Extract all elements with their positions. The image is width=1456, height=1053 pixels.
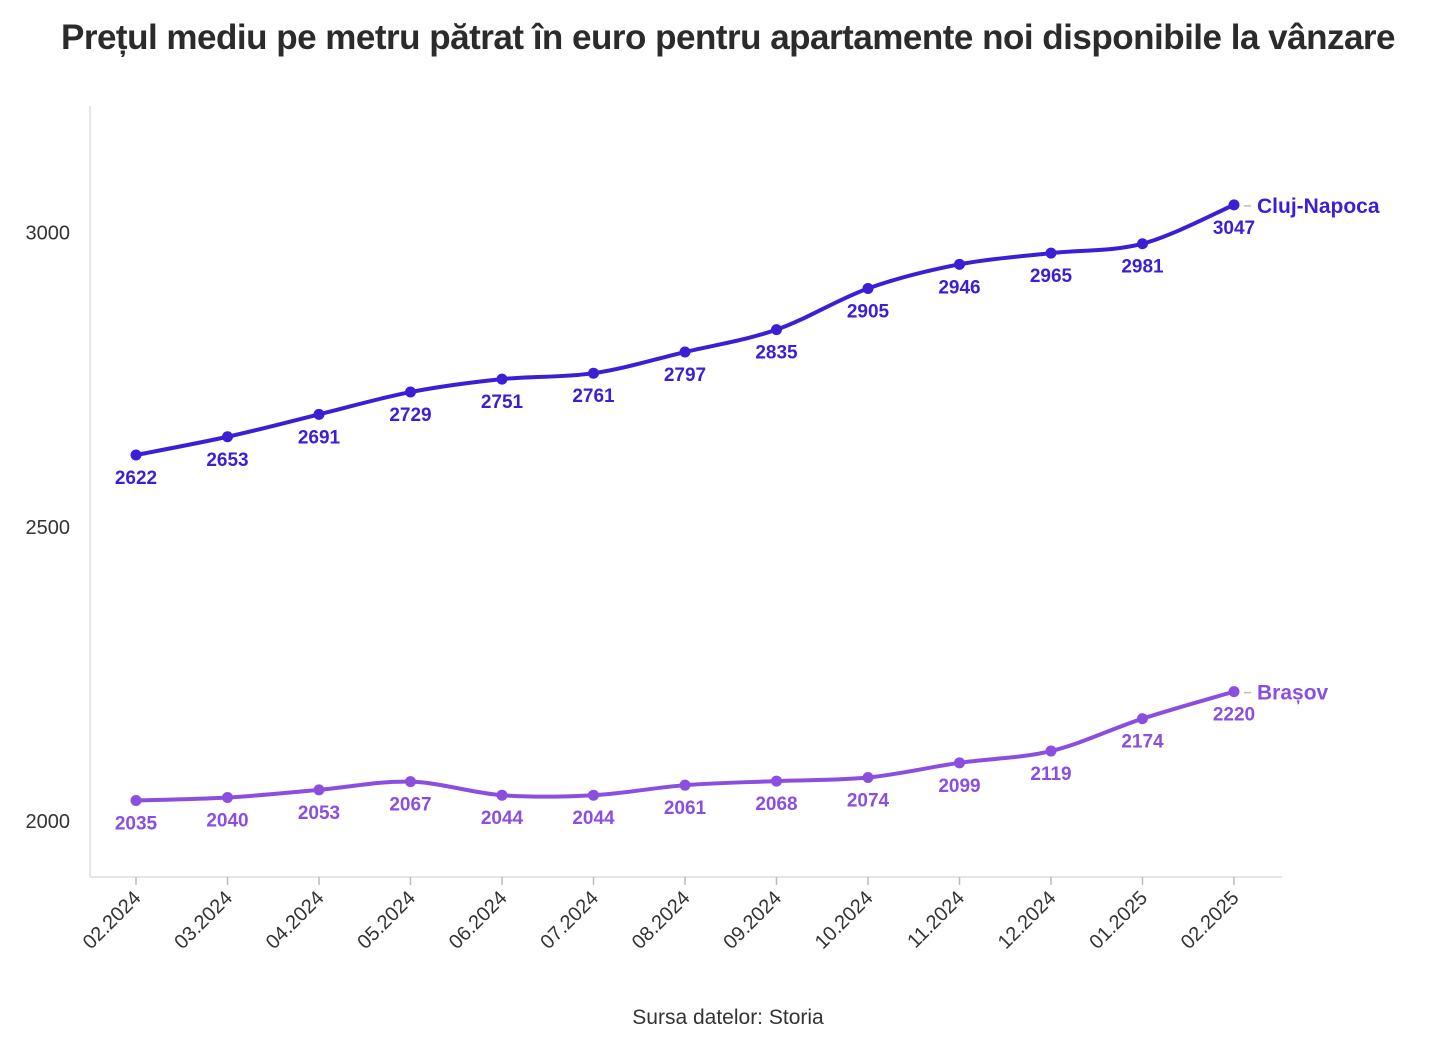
y-tick-label: 2500 bbox=[26, 517, 71, 539]
data-point bbox=[954, 757, 965, 769]
data-label: 2946 bbox=[938, 277, 980, 298]
series-name-label: Cluj-Napoca bbox=[1257, 195, 1380, 218]
x-ticks: 02.2024 03.2024 04.2024 05.2024 06.2024 07.20… bbox=[79, 877, 1244, 954]
data-label: 2040 bbox=[206, 811, 248, 832]
x-tick-label: 05.2024 bbox=[353, 887, 420, 954]
data-label: 2905 bbox=[847, 301, 890, 322]
data-point bbox=[405, 776, 416, 788]
data-point bbox=[679, 779, 691, 791]
data-point bbox=[771, 324, 782, 336]
x-tick-label: 07.2024 bbox=[536, 887, 603, 954]
data-point bbox=[1045, 247, 1057, 259]
data-label: 2981 bbox=[1121, 257, 1164, 278]
data-point bbox=[313, 408, 325, 420]
data-point bbox=[313, 784, 325, 796]
y-tick-label: 2000 bbox=[26, 811, 71, 833]
data-label: 3047 bbox=[1213, 218, 1255, 239]
x-tick-label: 01.2025 bbox=[1085, 887, 1152, 954]
data-label: 2965 bbox=[1030, 266, 1073, 287]
data-label: 2729 bbox=[389, 405, 431, 426]
data-point bbox=[405, 386, 416, 398]
data-point bbox=[588, 789, 599, 801]
data-point bbox=[496, 373, 508, 385]
data-label: 2761 bbox=[572, 386, 615, 407]
x-tick-label: 02.2025 bbox=[1177, 887, 1244, 954]
data-label: 2044 bbox=[572, 808, 615, 829]
data-point bbox=[496, 789, 508, 801]
data-label: 2074 bbox=[847, 791, 890, 812]
source-caption: Sursa datelor: Storia bbox=[632, 1006, 824, 1029]
data-label: 2751 bbox=[481, 392, 524, 413]
series-line bbox=[134, 202, 1236, 458]
data-label: 2174 bbox=[1121, 732, 1164, 753]
data-point bbox=[222, 792, 233, 804]
x-tick-label: 08.2024 bbox=[628, 887, 695, 954]
x-tick-label: 04.2024 bbox=[262, 887, 329, 954]
data-label: 2220 bbox=[1213, 705, 1255, 726]
series-name-label: Brașov bbox=[1257, 682, 1329, 705]
series-layer: 2622 2653 2691 2729 2751 2761 2797 2835 2905 2946… bbox=[115, 195, 1380, 835]
data-point bbox=[1228, 199, 1240, 211]
data-point bbox=[862, 282, 874, 294]
data-point bbox=[1137, 713, 1148, 725]
x-tick-label: 12.2024 bbox=[994, 887, 1061, 954]
series-brasov: 2035 2040 2053 2067 2044 2044 2061 2068 2074 2099… bbox=[115, 682, 1329, 835]
data-point bbox=[222, 431, 233, 443]
data-label: 2067 bbox=[389, 795, 431, 816]
data-point bbox=[588, 367, 599, 379]
x-tick-label: 06.2024 bbox=[445, 887, 512, 954]
x-tick-label: 11.2024 bbox=[903, 887, 969, 953]
data-point bbox=[130, 449, 142, 461]
data-point bbox=[679, 346, 691, 358]
data-label: 2068 bbox=[755, 794, 797, 815]
x-tick-label: 03.2024 bbox=[170, 887, 237, 954]
data-point bbox=[862, 772, 874, 784]
data-label: 2691 bbox=[298, 427, 341, 448]
data-point bbox=[1228, 686, 1240, 698]
data-point bbox=[771, 775, 782, 787]
data-label: 2061 bbox=[664, 798, 707, 819]
data-label: 2622 bbox=[115, 468, 157, 489]
x-tick-label: 10.2024 bbox=[811, 887, 878, 954]
data-label: 2797 bbox=[664, 365, 706, 386]
data-label: 2035 bbox=[115, 813, 158, 834]
data-point bbox=[954, 258, 965, 270]
chart-title: Prețul mediu pe metru pătrat în euro pen… bbox=[61, 18, 1396, 57]
data-point bbox=[130, 794, 142, 806]
data-label: 2099 bbox=[938, 776, 980, 797]
series-cluj-napoca: 2622 2653 2691 2729 2751 2761 2797 2835 2905 2946… bbox=[115, 195, 1380, 489]
data-label: 2835 bbox=[755, 343, 798, 364]
y-tick-label: 3000 bbox=[26, 223, 71, 245]
data-label: 2119 bbox=[1030, 764, 1071, 785]
data-label: 2044 bbox=[481, 808, 524, 829]
x-tick-label: 09.2024 bbox=[719, 887, 786, 954]
data-point bbox=[1045, 745, 1057, 757]
x-tick-label: 02.2024 bbox=[79, 887, 146, 954]
data-label: 2653 bbox=[206, 450, 248, 471]
data-point bbox=[1137, 238, 1148, 250]
data-label: 2053 bbox=[298, 803, 340, 824]
y-tick-labels: 2000 2500 3000 bbox=[26, 223, 71, 834]
